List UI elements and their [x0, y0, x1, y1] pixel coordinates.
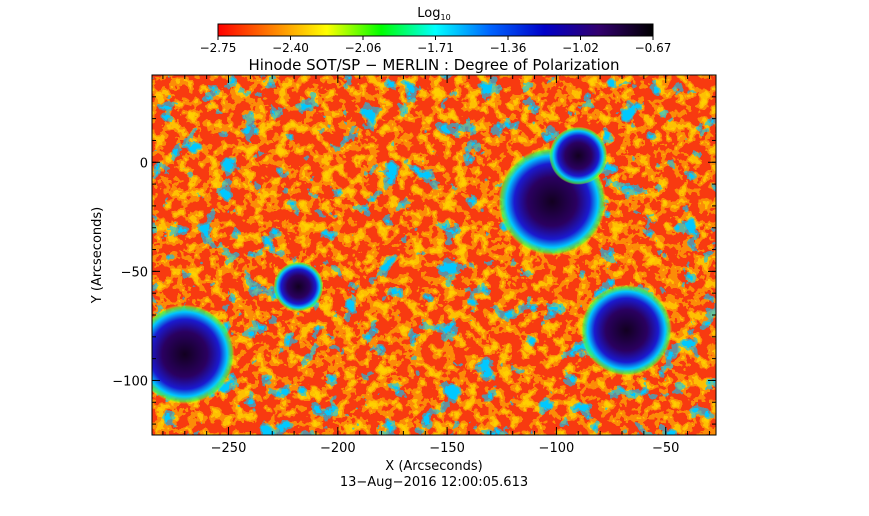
y-axis-label: Y (Arcseconds): [90, 207, 105, 304]
x-axis-label: X (Arcseconds): [385, 459, 482, 474]
colorbar-tick-label: −2.06: [345, 41, 382, 55]
timestamp: 13−Aug−2016 12:00:05.613: [340, 475, 528, 490]
sunspot: [549, 126, 608, 185]
colorbar-tick-label: −2.75: [200, 41, 237, 55]
colorbar-tick-label: −1.71: [417, 41, 454, 55]
x-tick-label: −50: [652, 441, 679, 456]
x-tick-label: −250: [211, 441, 247, 456]
sunspot: [273, 261, 324, 312]
polarization-map: [152, 75, 716, 435]
plot-frame: [151, 74, 717, 436]
y-tick-label: −100: [112, 374, 148, 389]
colorbar-tick-label: −1.02: [562, 41, 599, 55]
colorbar-tick-label: −2.40: [272, 41, 309, 55]
sunspot: [580, 284, 673, 376]
x-tick-label: −100: [539, 441, 575, 456]
colorbar: [217, 23, 654, 37]
x-tick-label: −200: [320, 441, 356, 456]
y-tick-label: −50: [121, 265, 148, 280]
colorbar-label: Log10: [417, 6, 450, 22]
colorbar-tick-label: −0.67: [635, 41, 672, 55]
sunspot: [152, 304, 235, 405]
x-tick-label: −150: [429, 441, 465, 456]
colorbar-ticks: −2.75 −2.40 −2.06 −1.71 −1.36 −1.02 −0.67: [200, 36, 672, 55]
plot-title: Hinode SOT/SP − MERLIN : Degree of Polar…: [248, 56, 619, 74]
colorbar-tick-label: −1.36: [490, 41, 527, 55]
axes: −250 −200 −150 −100 −50 0 −50 −100: [112, 75, 716, 456]
y-tick-label: 0: [140, 156, 148, 171]
